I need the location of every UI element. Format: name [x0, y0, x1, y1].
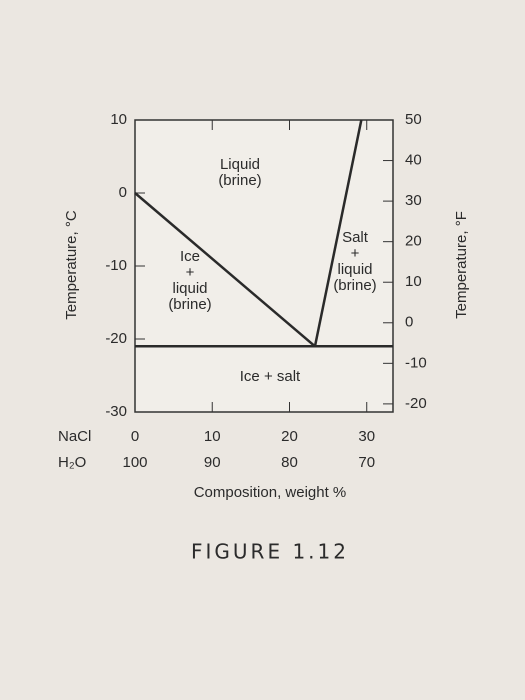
phase-boundary: [313, 119, 363, 347]
x-tick-label: 30: [358, 428, 375, 445]
x-tick-label: 20: [281, 428, 298, 445]
region-label: (brine): [333, 277, 376, 294]
y2-tick-label: 40: [405, 152, 422, 169]
y-axis-title: Temperature, °C: [63, 210, 80, 320]
y-tick-label: -30: [105, 403, 127, 420]
x-axis-title: Composition, weight %: [194, 484, 347, 501]
y2-tick-label: 30: [405, 192, 422, 209]
region-label: +: [186, 264, 195, 281]
figure-caption: FIGURE 1.12: [191, 540, 349, 564]
region-label: +: [351, 245, 360, 262]
y-tick-label: -10: [105, 257, 127, 274]
x-tick-label: 0: [131, 428, 139, 445]
y2-tick-label: 50: [405, 111, 422, 128]
region-label: Liquid: [220, 156, 260, 173]
phase-boundary: [134, 192, 316, 348]
x2-tick-label: 80: [281, 454, 298, 471]
region-label: liquid: [172, 280, 207, 297]
region-label: (brine): [218, 172, 261, 189]
region-label: liquid: [337, 261, 372, 278]
x-tick-label: 10: [204, 428, 221, 445]
x-row-label: NaCl: [58, 428, 91, 445]
y2-tick-label: 10: [405, 273, 422, 290]
y2-tick-label: 0: [405, 314, 413, 331]
y-tick-label: -20: [105, 330, 127, 347]
y2-axis-title: Temperature, °F: [453, 211, 470, 319]
y2-tick-label: 20: [405, 233, 422, 250]
x2-tick-label: 100: [122, 454, 147, 471]
x2-tick-label: 70: [358, 454, 375, 471]
x2-tick-label: 90: [204, 454, 221, 471]
region-label: Ice + salt: [240, 368, 301, 385]
plot-frame: [134, 119, 394, 413]
x-row-label: H₂O: [58, 454, 86, 471]
region-label: Salt: [342, 229, 369, 246]
region-label: Ice: [180, 248, 200, 265]
y2-tick-label: -20: [405, 395, 427, 412]
y-tick-label: 0: [119, 184, 127, 201]
y2-tick-label: -10: [405, 354, 427, 371]
region-label: (brine): [168, 296, 211, 313]
y-tick-label: 10: [110, 111, 127, 128]
